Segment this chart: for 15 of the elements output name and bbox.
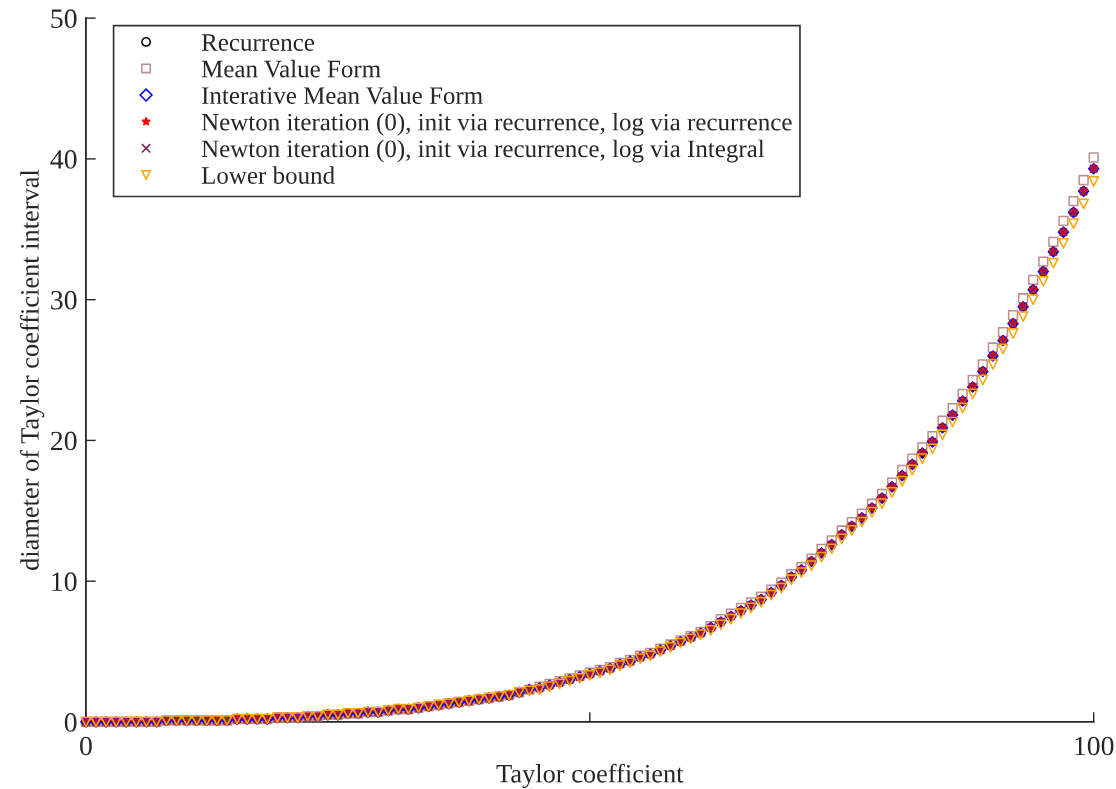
y-tick-label: 30 [51,290,77,310]
legend-label: Recurrence [201,34,315,51]
legend-label: Interative Mean Value Form [201,86,483,105]
x-axis-title: Taylor coefficient [496,763,684,789]
y-tick-label: 20 [51,431,77,451]
legend-label: Lower bound [201,166,335,184]
x-tick-label: 100 [1075,736,1114,756]
legend-label: Newton iteration (0), init via recurrence, log via recurrence [201,113,792,136]
y-tick-label: 10 [52,572,77,592]
y-tick-label: 0 [64,713,77,732]
y-tick-label: 40 [50,150,77,169]
legend-label: Newton iteration (0), init via recurrence, log via Integral [201,139,765,163]
y-tick-label: 50 [51,9,77,29]
y-axis-title: diameter of Taylor coefficient interval [19,169,45,570]
legend-label: Mean Value Form [201,59,381,78]
